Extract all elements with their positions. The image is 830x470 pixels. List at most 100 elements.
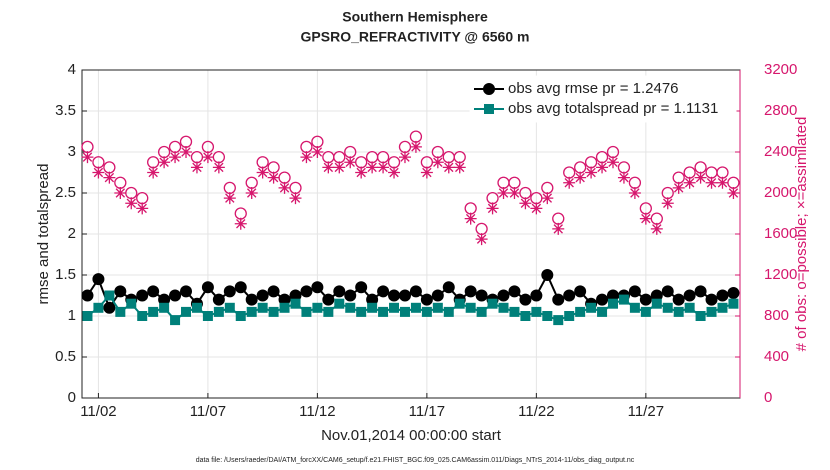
- possible-marker: [376, 150, 390, 164]
- x-tick-label: 11/27: [628, 403, 664, 420]
- possible-marker: [81, 140, 94, 154]
- point: [454, 298, 465, 309]
- assimilated-marker: [727, 187, 740, 199]
- assimilated-marker: [289, 192, 302, 205]
- point: [367, 302, 378, 313]
- assimilated-marker: [464, 212, 477, 225]
- point: [508, 285, 521, 298]
- y-tick-label: 0.5: [55, 348, 76, 365]
- point: [672, 293, 685, 306]
- possible-marker: [486, 191, 499, 205]
- x-tick-label: 11/07: [190, 403, 226, 420]
- y-tick-label: 1: [68, 307, 76, 324]
- possible-marker: [289, 181, 302, 195]
- point: [235, 311, 246, 321]
- assimilated-marker: [672, 181, 685, 194]
- point: [487, 298, 498, 309]
- assimilated-marker: [147, 166, 160, 179]
- assimilated-marker: [158, 156, 171, 169]
- assimilated-marker: [180, 146, 193, 158]
- point: [716, 289, 729, 302]
- point: [389, 302, 400, 313]
- possible-marker: [168, 140, 182, 154]
- point: [399, 306, 410, 317]
- assimilated-marker: [530, 202, 543, 215]
- point: [159, 302, 170, 313]
- possible-marker: [705, 166, 718, 179]
- point: [497, 289, 510, 302]
- assimilated-marker: [136, 202, 149, 215]
- assimilated-marker: [563, 176, 576, 189]
- point: [410, 302, 421, 313]
- point: [607, 298, 618, 309]
- assimilated-marker: [311, 146, 324, 158]
- assimilated-marker: [366, 161, 379, 174]
- y-tick-label: 4: [68, 61, 76, 78]
- point: [212, 293, 225, 306]
- point: [245, 293, 258, 306]
- y2-tick-label: 0: [764, 389, 772, 406]
- assimilated-marker: [617, 171, 630, 184]
- y2-tick-label: 2400: [764, 143, 797, 160]
- possible-marker: [256, 156, 269, 169]
- possible-marker: [694, 161, 707, 174]
- y-tick-label: 0: [68, 389, 76, 406]
- possible-marker: [114, 176, 127, 189]
- point: [224, 302, 235, 313]
- point: [268, 306, 279, 317]
- point: [530, 289, 543, 302]
- assimilated-marker: [650, 222, 663, 235]
- assimilated-marker: [716, 176, 729, 189]
- possible-marker: [727, 176, 740, 189]
- legend-label: obs avg totalspread pr = 1.1131: [508, 100, 718, 117]
- point: [355, 281, 368, 294]
- point: [201, 281, 214, 294]
- assimilated-marker: [388, 166, 401, 179]
- assimilated-marker: [125, 197, 138, 210]
- possible-marker: [398, 140, 412, 154]
- possible-marker: [497, 176, 510, 189]
- point: [223, 285, 236, 298]
- point: [420, 293, 433, 306]
- point: [170, 315, 181, 326]
- point: [191, 302, 202, 313]
- possible-marker: [147, 156, 160, 169]
- assimilated-marker: [431, 156, 444, 169]
- point: [333, 285, 346, 298]
- assimilated-marker: [114, 187, 127, 199]
- point: [520, 311, 531, 321]
- assimilated-marker: [333, 161, 346, 174]
- x-tick-label: 11/12: [299, 403, 335, 420]
- possible-marker: [552, 212, 565, 225]
- point: [661, 285, 674, 298]
- point: [695, 311, 706, 321]
- point: [575, 306, 586, 317]
- point: [356, 306, 367, 317]
- assimilated-marker: [355, 166, 368, 179]
- assimilated-marker: [278, 181, 291, 194]
- possible-marker: [267, 161, 280, 174]
- possible-marker: [103, 161, 116, 174]
- point: [82, 311, 93, 321]
- chart-title: Southern Hemisphere: [342, 9, 488, 25]
- chart-subtitle: GPSRO_REFRACTIVITY @ 6560 m: [301, 29, 530, 45]
- point: [267, 285, 280, 298]
- possible-marker: [508, 176, 521, 189]
- point: [596, 293, 609, 306]
- legend-marker: [483, 83, 495, 95]
- assimilated-marker: [169, 151, 182, 164]
- y2-tick-label: 1600: [764, 225, 797, 242]
- assimilated-marker: [453, 161, 466, 174]
- point: [683, 289, 696, 302]
- point: [147, 285, 160, 298]
- point: [181, 306, 192, 317]
- possible-marker: [716, 166, 729, 179]
- possible-marker: [322, 150, 335, 164]
- point: [148, 306, 159, 317]
- y-tick-label: 1.5: [55, 266, 76, 283]
- assimilated-marker: [409, 140, 422, 153]
- point: [531, 306, 542, 317]
- possible-marker: [672, 171, 685, 184]
- point: [628, 285, 641, 298]
- point: [597, 306, 608, 317]
